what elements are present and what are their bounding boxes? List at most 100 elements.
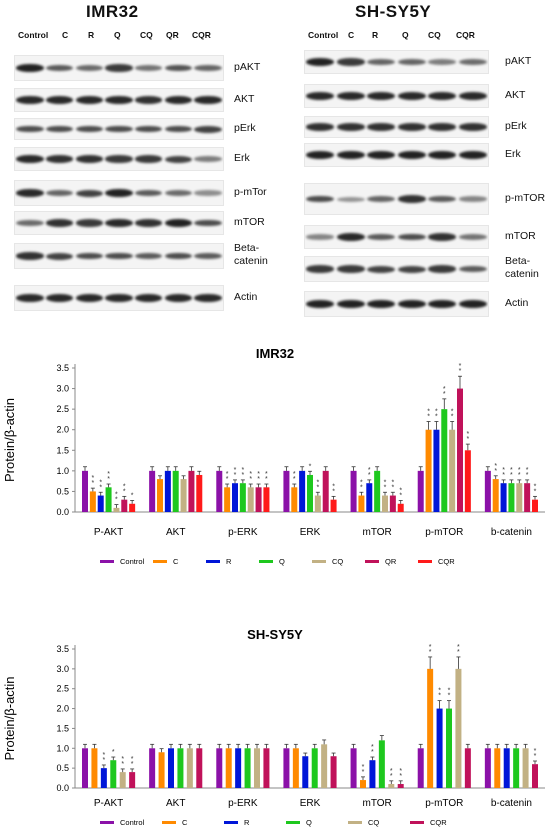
blot-band [105, 155, 133, 163]
blot-band [367, 195, 396, 203]
bar [196, 474, 203, 512]
blot-band [458, 59, 487, 65]
significance-mark: * [102, 752, 105, 759]
y-tick-label: 3.5 [56, 644, 69, 654]
significance-mark: * [448, 688, 451, 695]
blot-band [428, 265, 457, 273]
significance-mark: * [234, 472, 237, 479]
blot-band [16, 96, 44, 104]
legend-label: QR [385, 557, 397, 566]
protein-label: pErk [505, 119, 527, 132]
blot-band [306, 151, 335, 159]
lane-label: CQ [428, 30, 441, 40]
blot-band [45, 294, 74, 302]
bar [244, 748, 251, 788]
bar [224, 487, 231, 512]
bar [369, 760, 376, 788]
significance-mark: * [391, 484, 394, 491]
bar [110, 760, 117, 788]
blot-band [105, 252, 133, 260]
blot-band [105, 96, 133, 104]
protein-label: AKT [505, 88, 526, 101]
significance-mark: * [427, 413, 430, 420]
blot-band [16, 64, 44, 72]
bar [235, 748, 242, 788]
significance-mark: * [526, 467, 529, 474]
significance-mark: * [384, 484, 387, 491]
significance-mark: * [526, 472, 529, 479]
bar [239, 483, 246, 512]
bar [129, 772, 136, 788]
significance-mark: * [429, 649, 432, 656]
bar [516, 483, 523, 512]
blot-band [367, 123, 396, 131]
blot-band [135, 294, 163, 302]
protein-label: pAKT [505, 54, 532, 67]
bar [196, 748, 203, 788]
bar [503, 748, 510, 788]
bar [388, 784, 395, 788]
bar [330, 756, 337, 788]
blot-band [336, 58, 365, 66]
protein-label: Erk [234, 151, 250, 164]
bar [263, 487, 270, 512]
legend-label: CQ [368, 818, 379, 827]
significance-mark: * [466, 431, 469, 438]
legend-swatch [365, 560, 379, 563]
legend-label: R [244, 818, 250, 827]
blot-strip [304, 50, 489, 74]
blot-band [428, 92, 457, 100]
significance-mark: * [443, 391, 446, 398]
y-tick-label: 2.5 [56, 684, 69, 694]
bar [299, 470, 306, 512]
protein-label: pErk [234, 121, 256, 134]
significance-mark: * [518, 467, 521, 474]
y-tick-label: 2.5 [56, 404, 69, 414]
lane-label: CQR [456, 30, 475, 40]
legend-swatch [348, 821, 362, 824]
blot-band [164, 252, 193, 260]
protein-label: Beta-catenin [234, 242, 268, 267]
significance-mark: * [115, 497, 118, 504]
blot-band [397, 233, 426, 241]
protein-label: p-mTor [234, 185, 267, 198]
bar [457, 388, 463, 512]
blot-band [336, 265, 365, 273]
blot-strip [304, 225, 489, 249]
bar [311, 748, 318, 788]
bar [464, 450, 471, 512]
blot-band [458, 92, 487, 100]
legend-swatch [286, 821, 300, 824]
significance-mark: * [451, 408, 454, 415]
blot-title: IMR32 [86, 2, 139, 21]
blot-strip [14, 211, 224, 235]
blot-band [135, 252, 163, 260]
bar [374, 470, 381, 512]
bar [254, 748, 260, 788]
significance-mark: * [362, 769, 365, 776]
significance-mark: * [131, 492, 134, 499]
blot-band [16, 294, 44, 302]
y-tick-label: 0.5 [56, 486, 69, 496]
x-tick-label: mTOR [363, 798, 392, 809]
blot-band [367, 58, 396, 66]
significance-mark: * [459, 368, 462, 375]
bar [180, 479, 187, 512]
significance-mark: * [332, 483, 335, 490]
significance-mark: * [399, 773, 402, 780]
blot-band [164, 96, 193, 104]
blot-band [306, 123, 335, 131]
blot-band [45, 252, 74, 260]
blot-band [45, 96, 74, 104]
bar [532, 499, 538, 512]
legend-label: Q [279, 557, 285, 566]
blot-band [105, 189, 133, 197]
bar [302, 756, 309, 788]
protein-label: pAKT [234, 60, 261, 73]
legend-label: Q [306, 818, 312, 827]
legend-label: CQR [438, 557, 455, 566]
significance-mark: * [257, 476, 260, 483]
y-tick-label: 0.5 [56, 763, 69, 773]
significance-mark: * [316, 484, 319, 491]
lane-label: R [88, 30, 95, 40]
